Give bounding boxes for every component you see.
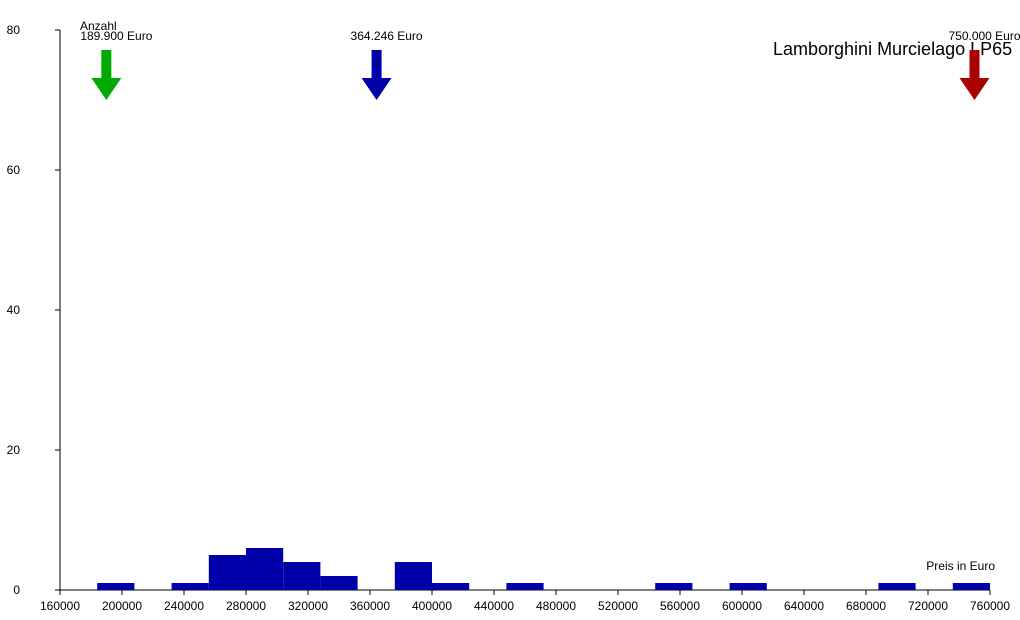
bar	[208, 555, 246, 590]
x-tick-label: 440000	[474, 599, 514, 613]
y-tick-label: 60	[7, 163, 21, 177]
bar	[506, 583, 544, 590]
x-tick-label: 600000	[722, 599, 762, 613]
x-tick-label: 280000	[226, 599, 266, 613]
x-tick-label: 360000	[350, 599, 390, 613]
y-tick-label: 0	[13, 583, 20, 597]
bar	[283, 562, 321, 590]
marker-arrow	[361, 50, 392, 100]
marker-label: 364.246 Euro	[351, 29, 423, 43]
y-tick-label: 20	[7, 443, 21, 457]
x-tick-label: 320000	[288, 599, 328, 613]
x-tick-label: 160000	[40, 599, 80, 613]
x-tick-label: 640000	[784, 599, 824, 613]
marker-label: 750.000 Euro	[948, 29, 1020, 43]
bar	[246, 548, 284, 590]
bar	[432, 583, 470, 590]
x-tick-label: 200000	[102, 599, 142, 613]
marker-arrow	[91, 50, 122, 100]
bar	[878, 583, 916, 590]
x-tick-label: 560000	[660, 599, 700, 613]
y-tick-label: 40	[7, 303, 21, 317]
bar	[952, 583, 990, 590]
x-tick-label: 760000	[970, 599, 1010, 613]
marker-label: 189.900 Euro	[80, 29, 152, 43]
x-tick-label: 480000	[536, 599, 576, 613]
marker-arrow	[959, 50, 990, 100]
bar	[97, 583, 135, 590]
y-tick-label: 80	[7, 23, 21, 37]
bar	[729, 583, 767, 590]
x-tick-label: 720000	[908, 599, 948, 613]
bar	[394, 562, 432, 590]
bar	[320, 576, 358, 590]
x-tick-label: 240000	[164, 599, 204, 613]
y-axis-label: Anzahl	[80, 19, 117, 33]
x-tick-label: 680000	[846, 599, 886, 613]
x-tick-label: 520000	[598, 599, 638, 613]
x-axis-label: Preis in Euro	[926, 559, 995, 573]
bar	[171, 583, 209, 590]
x-tick-label: 400000	[412, 599, 452, 613]
bar	[655, 583, 693, 590]
chart-title: Lamborghini Murcielago LP65	[773, 39, 1012, 59]
